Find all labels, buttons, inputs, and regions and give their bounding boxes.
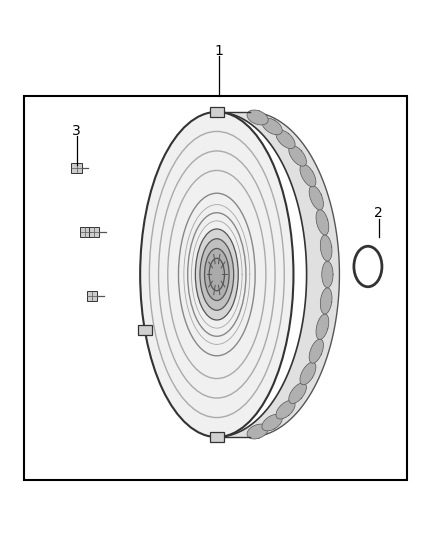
Polygon shape xyxy=(247,110,268,125)
Bar xyxy=(71,163,82,173)
Bar xyxy=(87,291,97,301)
Text: 1: 1 xyxy=(215,44,223,58)
Ellipse shape xyxy=(140,112,293,437)
Bar xyxy=(209,107,224,117)
Ellipse shape xyxy=(209,258,224,291)
Polygon shape xyxy=(262,118,283,135)
Polygon shape xyxy=(309,339,323,364)
Polygon shape xyxy=(289,146,307,166)
Bar xyxy=(89,227,99,237)
Polygon shape xyxy=(289,383,307,403)
Polygon shape xyxy=(322,261,333,288)
Bar xyxy=(80,227,91,237)
Polygon shape xyxy=(276,400,295,419)
Polygon shape xyxy=(300,164,316,187)
Polygon shape xyxy=(316,314,329,340)
Polygon shape xyxy=(316,209,329,235)
Bar xyxy=(24,96,407,480)
Text: 2: 2 xyxy=(374,206,383,220)
Ellipse shape xyxy=(195,229,238,320)
Polygon shape xyxy=(309,185,323,210)
Bar xyxy=(138,325,152,335)
Polygon shape xyxy=(300,362,316,385)
Polygon shape xyxy=(247,424,268,439)
Text: 3: 3 xyxy=(72,124,81,138)
Polygon shape xyxy=(276,130,295,149)
Polygon shape xyxy=(262,414,283,431)
Polygon shape xyxy=(320,288,332,314)
Polygon shape xyxy=(320,235,332,261)
Bar xyxy=(209,432,224,442)
Ellipse shape xyxy=(200,239,234,310)
Polygon shape xyxy=(217,112,339,437)
Ellipse shape xyxy=(205,248,229,301)
